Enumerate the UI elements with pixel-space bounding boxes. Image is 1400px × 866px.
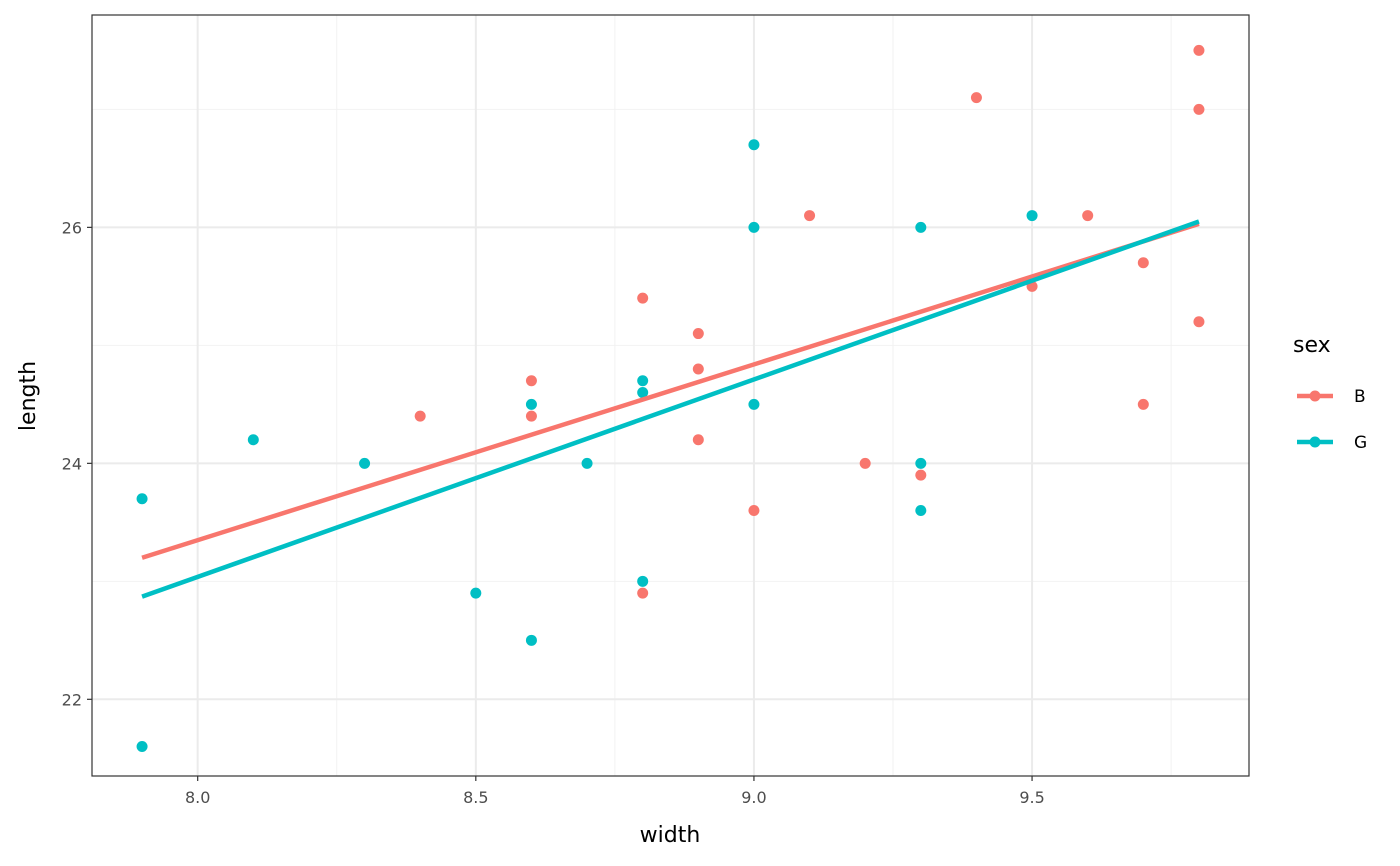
data-point-b xyxy=(1137,398,1149,410)
data-point-g xyxy=(581,457,593,469)
y-tick-label: 24 xyxy=(62,454,82,473)
data-point-b xyxy=(1193,316,1205,328)
data-point-b xyxy=(1137,257,1149,269)
data-point-g xyxy=(359,457,371,469)
minor-grid xyxy=(92,15,1249,776)
data-point-b xyxy=(525,375,537,387)
data-point-g xyxy=(915,457,927,469)
data-point-b xyxy=(970,92,982,104)
data-point-g xyxy=(748,398,760,410)
data-point-b xyxy=(859,457,871,469)
data-point-b xyxy=(804,210,816,222)
data-point-g xyxy=(470,587,482,599)
data-point-b xyxy=(915,469,927,481)
x-tick-label: 8.0 xyxy=(185,788,210,807)
data-point-g xyxy=(247,434,259,446)
data-point-g xyxy=(525,398,537,410)
data-point-b xyxy=(692,363,704,375)
fit-line-b xyxy=(141,221,1200,560)
data-points xyxy=(136,44,1205,753)
data-point-g xyxy=(136,493,148,505)
data-point-g xyxy=(637,375,649,387)
legend: sex B G xyxy=(1293,333,1367,453)
data-point-b xyxy=(1082,210,1094,222)
data-point-b xyxy=(525,410,537,422)
data-point-g xyxy=(748,139,760,151)
data-point-g xyxy=(1026,210,1038,222)
data-point-b xyxy=(637,587,649,599)
x-tick-label: 9.5 xyxy=(1019,788,1044,807)
data-point-g xyxy=(748,221,760,233)
data-point-g xyxy=(915,505,927,517)
legend-label-b: B xyxy=(1354,387,1366,407)
legend-key-point-g xyxy=(1309,436,1321,448)
data-point-g xyxy=(637,575,649,587)
x-axis: 8.0 8.5 9.0 9.5 xyxy=(185,776,1045,807)
fit-lines xyxy=(141,219,1200,599)
data-point-b xyxy=(692,434,704,446)
data-point-g xyxy=(136,741,148,753)
x-tick-label: 9.0 xyxy=(741,788,766,807)
fit-line-g xyxy=(141,219,1200,599)
legend-title: sex xyxy=(1293,333,1331,358)
data-point-g xyxy=(525,634,537,646)
legend-label-g: G xyxy=(1354,433,1367,453)
y-axis: 22 24 26 xyxy=(62,218,92,709)
plot-border xyxy=(91,14,1250,777)
data-point-b xyxy=(692,328,704,340)
x-tick-label: 8.5 xyxy=(463,788,488,807)
x-axis-title: width xyxy=(640,823,701,848)
data-point-g xyxy=(637,387,649,399)
major-grid xyxy=(92,15,1249,776)
y-axis-title: length xyxy=(16,361,41,431)
data-point-b xyxy=(748,505,760,517)
data-point-b xyxy=(414,410,426,422)
data-point-b xyxy=(637,292,649,304)
data-point-b xyxy=(1193,103,1205,115)
y-tick-label: 26 xyxy=(62,218,82,237)
data-point-g xyxy=(915,221,927,233)
data-point-b xyxy=(1193,44,1205,56)
legend-key-point-b xyxy=(1309,390,1321,402)
y-tick-label: 22 xyxy=(62,690,82,709)
plot-background xyxy=(92,15,1249,776)
